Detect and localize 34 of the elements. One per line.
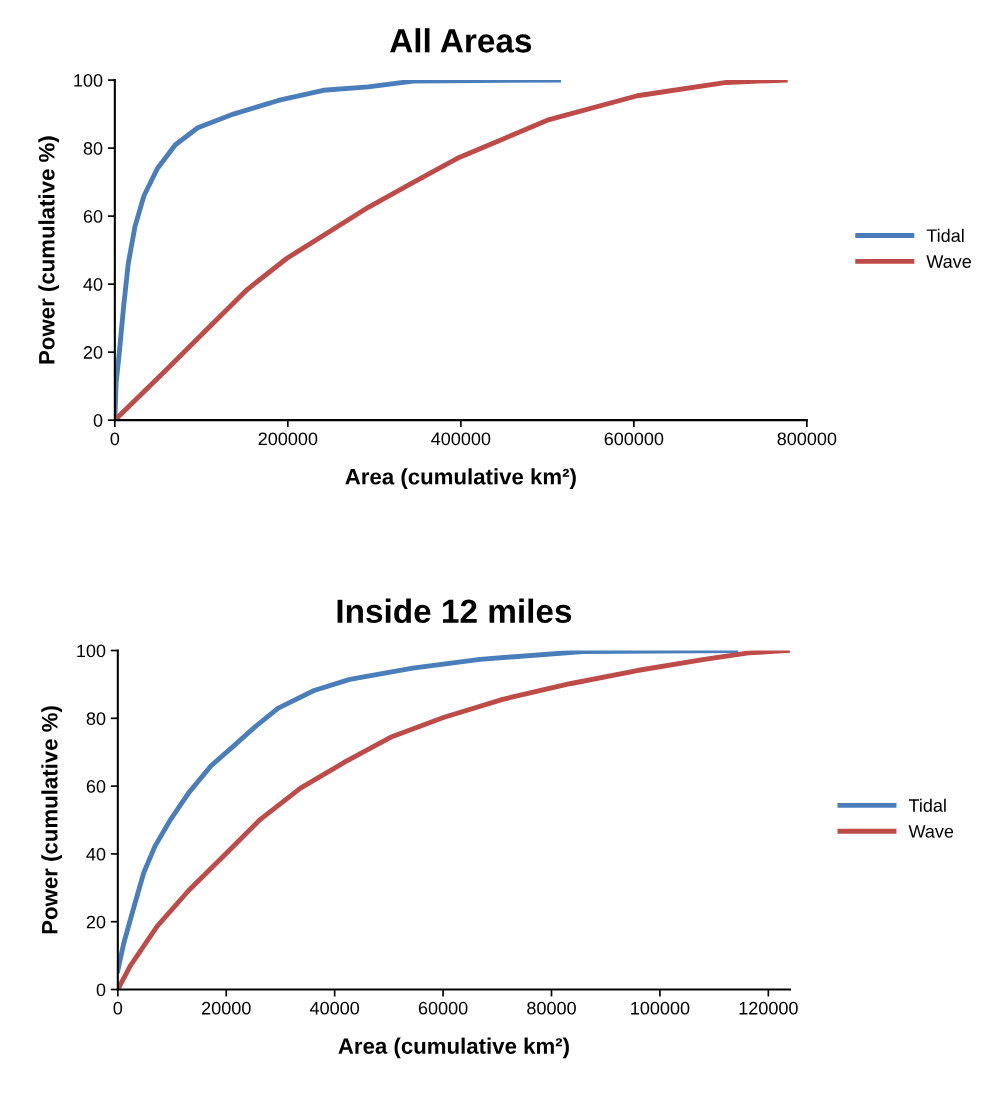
y-tick-label: 0 bbox=[93, 414, 103, 427]
y-tick-label: 20 bbox=[86, 915, 106, 929]
x-tick-label: 400000 bbox=[431, 432, 491, 446]
x-tick-label: 0 bbox=[113, 1001, 123, 1015]
y-tick-label: 80 bbox=[83, 142, 103, 155]
y-axis-title: Power (cumulative %) bbox=[38, 136, 60, 364]
y-tick-label: 40 bbox=[86, 847, 106, 861]
x-axis-title: Area (cumulative km²) bbox=[338, 1037, 569, 1059]
y-tick-label: 0 bbox=[96, 983, 106, 997]
y-tick-label: 60 bbox=[83, 210, 103, 223]
y-axis-title: Power (cumulative %) bbox=[41, 706, 62, 934]
x-tick-label: 0 bbox=[110, 432, 120, 446]
x-tick-label: 120000 bbox=[739, 1001, 798, 1015]
x-tick-label: 600000 bbox=[604, 432, 664, 446]
legend-label: Wave bbox=[908, 825, 954, 838]
x-axis-title: Area (cumulative km²) bbox=[345, 468, 576, 489]
y-tick-label: 20 bbox=[83, 346, 103, 359]
y-tick-label: 40 bbox=[83, 278, 103, 291]
x-tick-label: 60000 bbox=[418, 1001, 468, 1015]
x-tick-label: 100000 bbox=[631, 1001, 690, 1015]
x-tick-label: 40000 bbox=[309, 1001, 360, 1015]
legend-label: Wave bbox=[926, 255, 971, 268]
y-tick-label: 80 bbox=[86, 712, 106, 726]
x-tick-label: 800000 bbox=[777, 432, 837, 446]
y-tick-label: 60 bbox=[86, 780, 106, 793]
y-tick-label: 100 bbox=[77, 644, 106, 658]
chart-title: Inside 12 miles bbox=[337, 598, 572, 624]
legend-label: Tidal bbox=[908, 798, 946, 812]
y-tick-label: 100 bbox=[74, 74, 103, 87]
x-tick-label: 80000 bbox=[527, 1001, 576, 1015]
legend-label: Tidal bbox=[926, 228, 964, 243]
chart-title: All Areas bbox=[390, 28, 532, 53]
x-tick-label: 20000 bbox=[202, 1001, 251, 1015]
x-tick-label: 200000 bbox=[258, 432, 318, 446]
